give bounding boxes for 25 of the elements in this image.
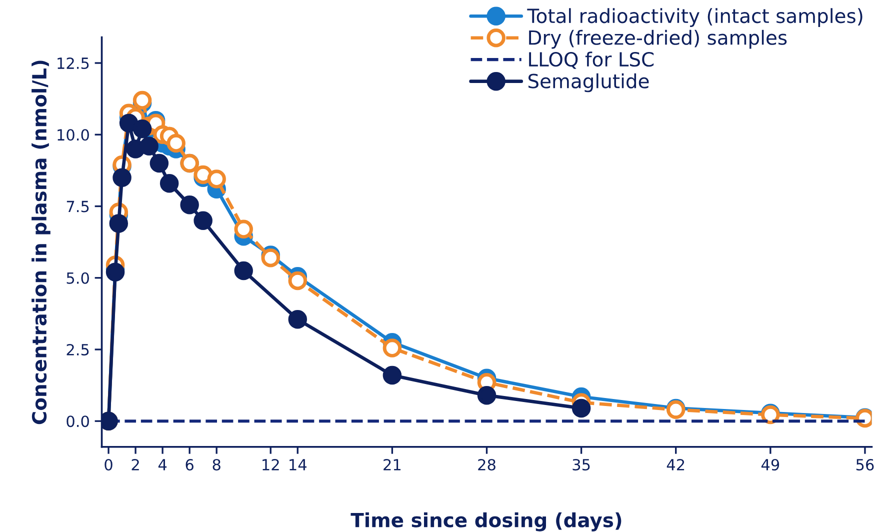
y-tick-label: 5.0 [66,272,89,284]
x-tick-label: 4 [158,459,167,470]
y-tick-label: 2.5 [66,344,89,356]
legend-label: Total radioactivity (intact samples) [527,8,862,27]
legend-label: Dry (freeze-dried) samples [529,30,787,49]
x-tick-label: 14 [290,459,307,470]
legend-label: Semaglutide [528,73,649,92]
x-tick-label: 21 [384,458,401,470]
x-tick-label: 6 [186,458,194,471]
x-tick-label: 2 [132,458,139,470]
y-tick-label: 10.0 [58,129,89,141]
x-tick-label: 12 [262,458,279,470]
x-tick-label: 35 [572,458,590,471]
x-tick-label: 8 [212,458,220,471]
x-tick-label: 0 [104,458,112,471]
y-tick-label: 7.5 [66,200,89,212]
legend-label: LLOQ for LSC [529,52,654,69]
x-tick-label: 28 [478,458,496,471]
x-axis-title: Time since dosing (days) [350,512,622,532]
y-tick-label: 0.0 [66,416,89,428]
y-axis-title: Concentration in plasma (nmol/L) [32,60,50,424]
y-tick-label: 12.5 [58,57,89,70]
x-tick-label: 42 [666,458,684,470]
x-tick-label: 49 [761,458,780,471]
x-tick-label: 56 [856,458,874,471]
